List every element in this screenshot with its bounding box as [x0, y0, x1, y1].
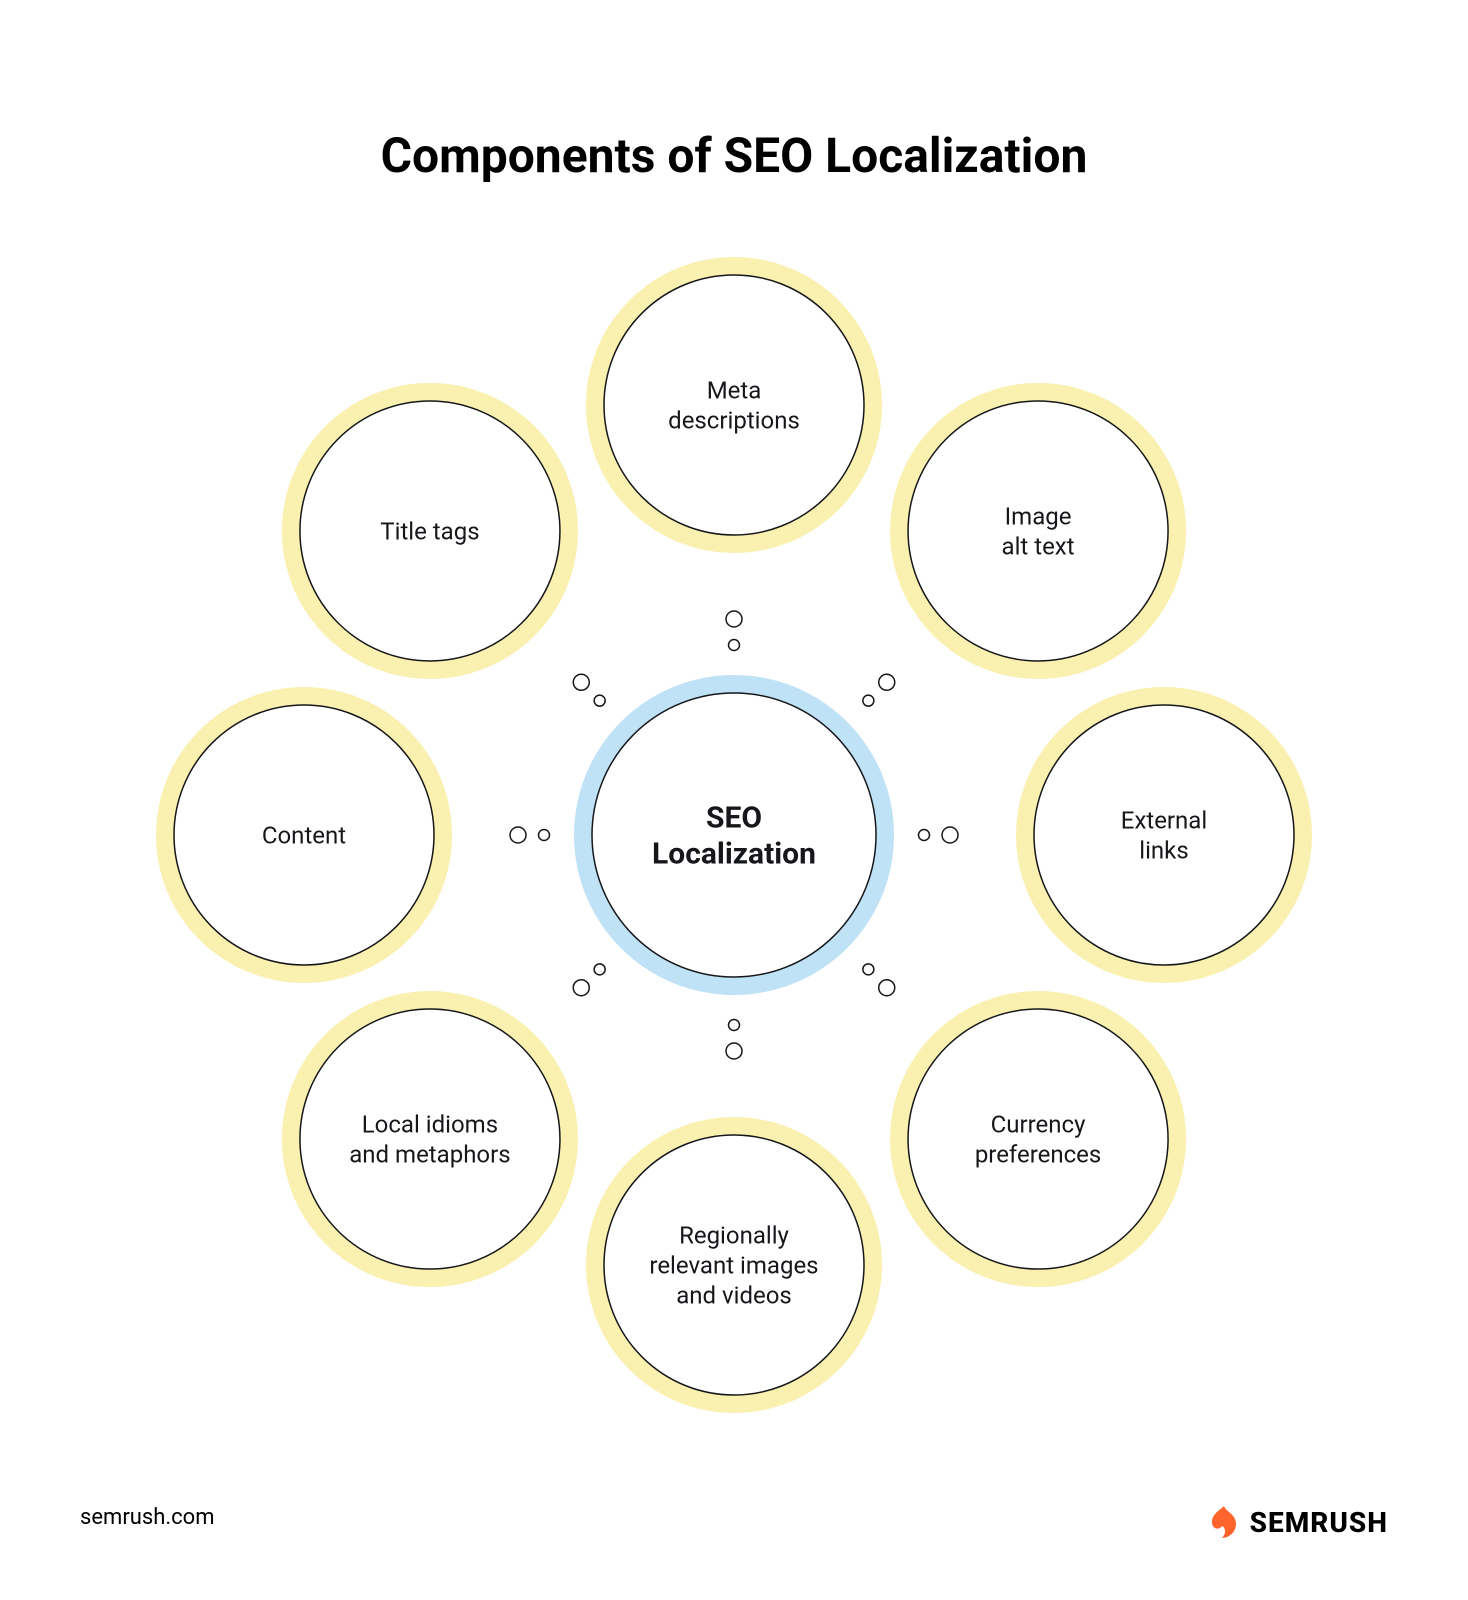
footer-site: semrush.com [80, 1505, 215, 1530]
connector-dot [573, 674, 589, 690]
connector-dot [594, 695, 605, 706]
radial-diagram: SEOLocalizationMetadescriptionsImagealt … [0, 0, 1468, 1600]
connector-dot [510, 827, 526, 843]
connector-dot [863, 964, 874, 975]
outer-label-title-tags: Title tags [380, 517, 479, 545]
connector-dot [863, 695, 874, 706]
footer-brand: SEMRUSH [1206, 1504, 1388, 1540]
connector-dot [879, 980, 895, 996]
outer-circle-local-idioms [300, 1009, 560, 1269]
connector-dot [573, 980, 589, 996]
outer-circle-image-alt-text [908, 401, 1168, 661]
connector-dot [879, 674, 895, 690]
connector-dot [729, 1020, 740, 1031]
brand-name: SEMRUSH [1250, 1506, 1388, 1539]
outer-circle-external-links [1034, 705, 1294, 965]
connector-dot [539, 830, 550, 841]
outer-circle-currency-prefs [908, 1009, 1168, 1269]
outer-label-content: Content [262, 821, 346, 849]
connector-dot [729, 640, 740, 651]
connector-dot [942, 827, 958, 843]
connector-dot [594, 964, 605, 975]
page: Components of SEO Localization SEOLocali… [0, 0, 1468, 1600]
flame-icon [1206, 1504, 1242, 1540]
outer-circle-meta-descriptions [604, 275, 864, 535]
connector-dot [919, 830, 930, 841]
connector-dot [726, 1043, 742, 1059]
connector-dot [726, 611, 742, 627]
